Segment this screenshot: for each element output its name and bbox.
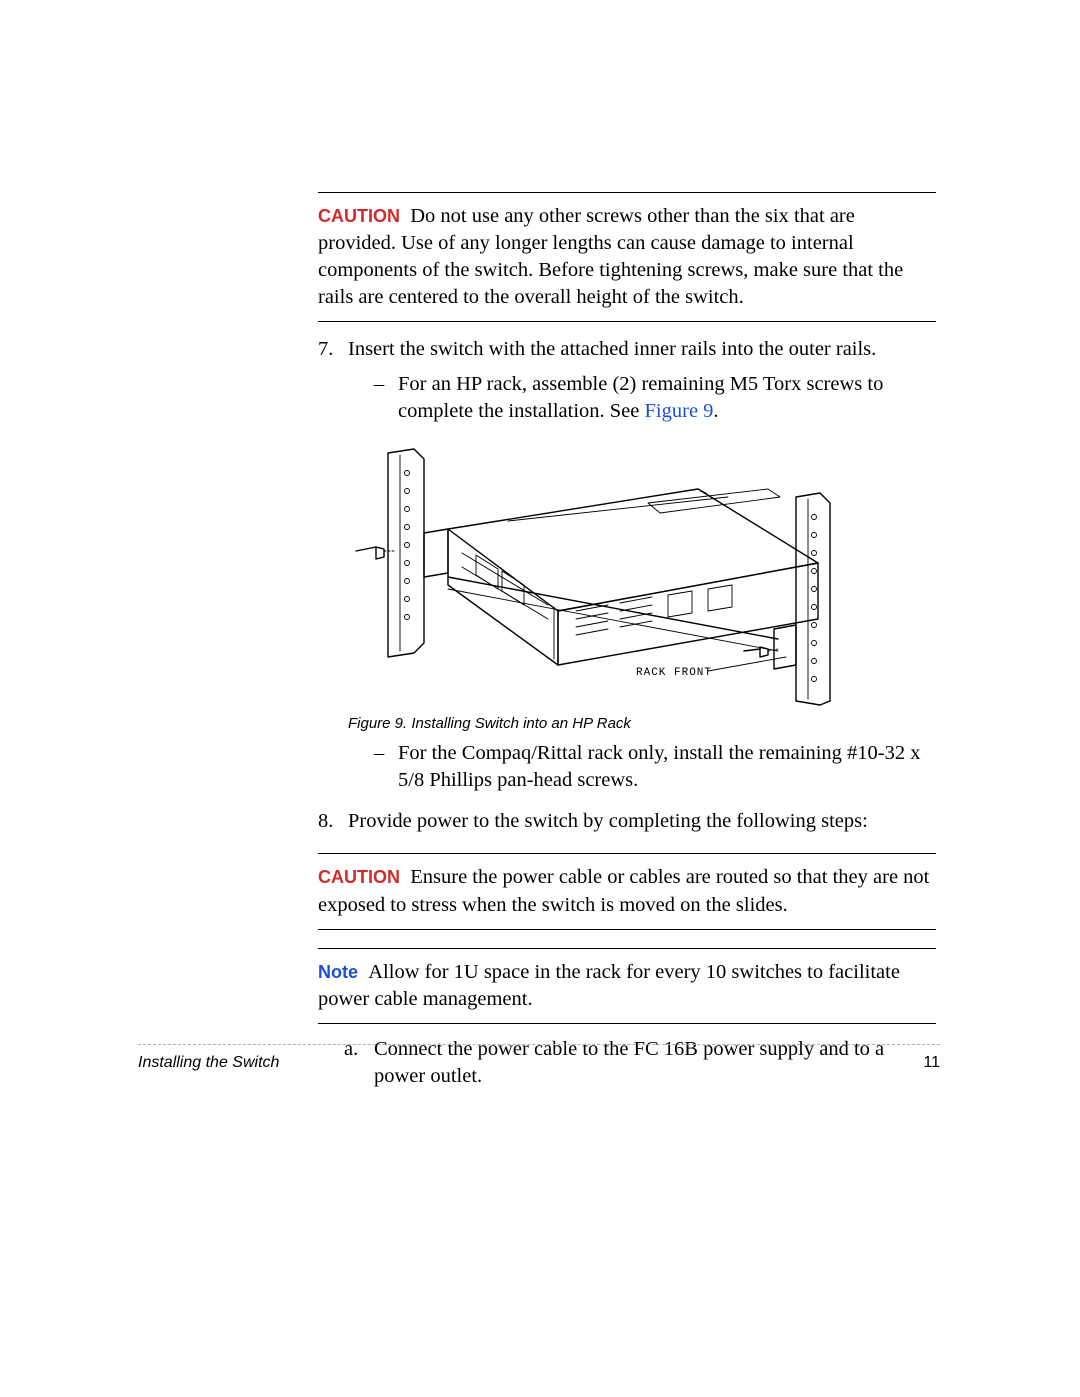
- rule-bottom-note1: [318, 1023, 936, 1024]
- step-7-sub-1: – For an HP rack, assemble (2) remaining…: [374, 371, 936, 425]
- dash-icon: –: [374, 740, 384, 767]
- note-label: Note: [318, 962, 358, 982]
- caution-1-text: Do not use any other screws other than t…: [318, 205, 903, 308]
- figure-9: RACK FRONT: [348, 443, 838, 709]
- step-8-marker: 8.: [318, 808, 333, 835]
- step-8-text: Provide power to the switch by completin…: [348, 810, 868, 832]
- note-1: Note Allow for 1U space in the rack for …: [318, 959, 936, 1013]
- note-1-text: Allow for 1U space in the rack for every…: [318, 961, 900, 1010]
- rule-top-note1: [318, 948, 936, 949]
- caution-1: CAUTION Do not use any other screws othe…: [318, 203, 936, 311]
- step-7-marker: 7.: [318, 336, 333, 363]
- caution-label: CAUTION: [318, 867, 400, 887]
- figure-rack-front-label: RACK FRONT: [636, 667, 712, 679]
- rule-bottom-caution1: [318, 321, 936, 322]
- footer-page-number: 11: [923, 1054, 940, 1072]
- caution-2-text: Ensure the power cable or cables are rou…: [318, 866, 929, 915]
- content-column: CAUTION Do not use any other screws othe…: [318, 192, 936, 1096]
- step-7-sub-2: – For the Compaq/Rittal rack only, insta…: [374, 740, 936, 794]
- caution-label: CAUTION: [318, 206, 400, 226]
- page-footer: Installing the Switch 11: [138, 1054, 940, 1072]
- footer-section-title: Installing the Switch: [138, 1054, 279, 1072]
- step-7: 7. Insert the switch with the attached i…: [318, 336, 936, 363]
- step-7-sub-2-text: For the Compaq/Rittal rack only, install…: [398, 742, 920, 791]
- dash-icon: –: [374, 371, 384, 398]
- step-7-text: Insert the switch with the attached inne…: [348, 338, 876, 360]
- rule-top-caution1: [318, 192, 936, 193]
- page: CAUTION Do not use any other screws othe…: [0, 0, 1080, 1397]
- step-8: 8. Provide power to the switch by comple…: [318, 808, 936, 835]
- figure-9-link[interactable]: Figure 9: [645, 400, 714, 422]
- caution-2: CAUTION Ensure the power cable or cables…: [318, 864, 936, 918]
- footer-rule: [138, 1044, 940, 1045]
- figure-9-caption: Figure 9. Installing Switch into an HP R…: [348, 715, 936, 732]
- figure-9-illustration: RACK FRONT: [348, 443, 838, 709]
- step-7-sub-1-text: For an HP rack, assemble (2) remaining M…: [398, 373, 883, 422]
- rule-top-caution2: [318, 853, 936, 854]
